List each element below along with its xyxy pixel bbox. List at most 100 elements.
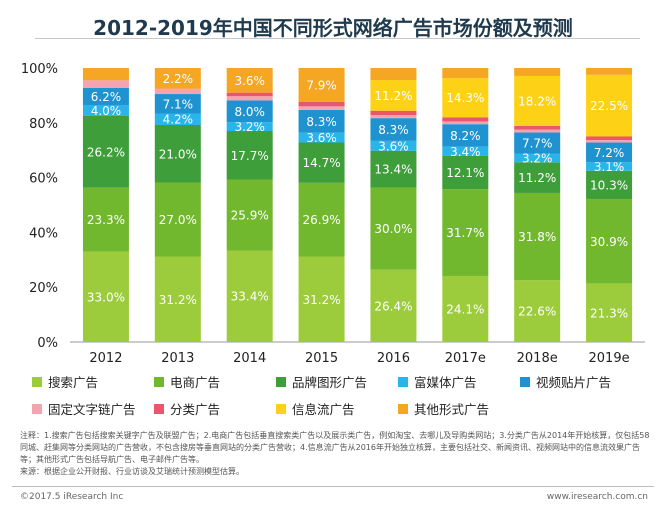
bar-segment [586,140,633,143]
bar-segment [514,153,561,163]
bar-segment [154,113,201,125]
bar-segment [154,256,201,342]
bar-segment [370,187,417,270]
legend-label: 信息流广告 [292,402,355,417]
bar-segment [298,106,345,110]
bar-segment [82,68,129,81]
bar-segment [226,131,273,180]
data-label: 3.2% [234,120,265,134]
bar-segment [442,155,489,190]
x-tick-label: 2014 [233,351,266,366]
bar-segment [586,283,633,342]
legend-swatch [398,376,408,387]
legend-swatch [154,376,164,387]
legend-label: 富媒体广告 [414,375,477,390]
data-label: 3.6% [378,139,409,153]
data-label: 11.2% [374,89,412,103]
data-label: 7.9% [306,78,337,92]
x-tick-label: 2016 [377,351,410,366]
bar-segment [298,68,345,102]
data-label: 4.0% [91,104,122,118]
data-label: 24.1% [446,302,484,316]
data-label: 18.2% [518,94,556,108]
legend-label: 视频贴片广告 [536,375,612,390]
x-tick-label: 2019e [589,351,630,366]
y-tick-label: 60% [29,172,58,187]
data-label: 33.4% [231,290,269,304]
bar-segment [154,68,201,89]
data-label: 8.3% [306,115,337,129]
bar-segment [82,251,129,342]
bar-segment [586,142,633,163]
data-label: 4.2% [163,113,194,127]
bar-segment [514,129,561,133]
bar-segment [82,187,129,252]
bar-segment [442,78,489,118]
bar-segment [226,122,273,132]
legend-item-other: 其他形式广告 [398,399,520,418]
data-label: 25.9% [231,209,269,223]
bar-segment [514,132,561,154]
legend-label: 品牌图形广告 [292,375,368,390]
bar-segment [370,115,417,119]
data-label: 2.2% [163,72,194,86]
stacked-bar-chart: 0% 20% 40% 60% 80% 100% 33.0% 23.3% 26.2% 4.0%6.2… [21,62,645,366]
bar-segment [370,80,417,111]
data-label: 30.0% [374,222,412,236]
data-label: 3.1% [594,160,625,174]
bar-segment [514,125,561,130]
data-label: 8.2% [450,129,481,143]
bar-segment [226,92,273,97]
data-label: 31.8% [518,230,556,244]
data-label: 33.0% [87,290,125,304]
bar-segment [298,101,345,107]
legend-item-ecommerce: 电商广告 [154,372,276,391]
legend-label: 分类广告 [170,402,221,417]
bar-segment [514,280,561,342]
bar-segment [82,80,129,89]
data-label: 31.2% [159,293,197,307]
legend: 搜索广告 电商广告 品牌图形广告 富媒体广告 视频贴片广告 固定文字链广告 分类… [32,372,652,426]
legend-item-brand-graphic: 品牌图形广告 [276,372,398,391]
bar-segment [370,269,417,342]
data-label: 31.7% [446,226,484,240]
legend-swatch [154,403,164,414]
y-tick-label: 20% [29,281,58,296]
source-text: 来源：根据企业公开财报、行业访谈及艾瑞统计预测模型估算。 [20,467,244,476]
legend-label: 搜索广告 [48,375,99,390]
data-label: 14.7% [303,156,341,170]
bar-segment [442,68,489,79]
legend-row: 搜索广告 电商广告 品牌图形广告 富媒体广告 视频贴片广告 [32,372,652,391]
data-label: 11.2% [518,171,556,185]
y-tick-label: 80% [29,117,58,132]
bar-segment [298,182,345,257]
data-label: 31.2% [303,293,341,307]
data-label: 14.3% [446,91,484,105]
legend-item-video: 视频贴片广告 [520,372,642,391]
bar-segment [370,118,417,141]
data-label: 27.0% [159,213,197,227]
data-label: 17.7% [231,149,269,163]
data-label: 21.3% [590,306,628,320]
bar-segment [226,179,273,251]
y-tick-label: 40% [29,226,58,241]
legend-label: 其他形式广告 [414,402,490,417]
bar-segment [82,104,129,116]
bar-segment [442,121,489,125]
data-label: 3.4% [450,145,481,159]
bar-segment [370,140,417,151]
bar-segment [298,132,345,143]
bar-segment [154,124,201,183]
legend-swatch [32,403,42,414]
data-label: 26.4% [374,299,412,313]
bar-segment [442,146,489,156]
x-tick-label: 2018e [517,351,558,366]
x-tick-label: 2017e [445,351,486,366]
data-label: 8.0% [234,105,265,119]
data-label: 26.9% [303,213,341,227]
data-label: 13.4% [374,163,412,177]
bar-segment [370,68,417,81]
data-label: 3.6% [234,74,265,88]
data-label: 6.2% [91,90,122,104]
bar-segment [586,162,633,171]
